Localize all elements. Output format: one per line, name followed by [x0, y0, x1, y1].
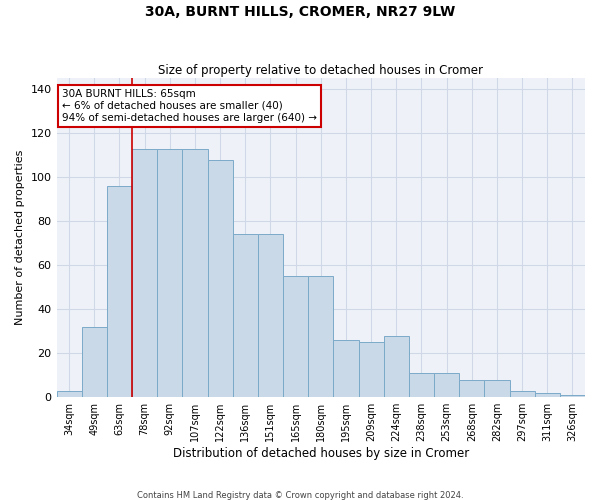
Bar — [308, 276, 334, 397]
Bar — [560, 395, 585, 397]
Y-axis label: Number of detached properties: Number of detached properties — [15, 150, 25, 326]
Bar — [157, 148, 182, 397]
Bar — [383, 336, 409, 397]
Bar — [283, 276, 308, 397]
X-axis label: Distribution of detached houses by size in Cromer: Distribution of detached houses by size … — [173, 447, 469, 460]
Bar — [258, 234, 283, 397]
Text: 30A BURNT HILLS: 65sqm
← 6% of detached houses are smaller (40)
94% of semi-deta: 30A BURNT HILLS: 65sqm ← 6% of detached … — [62, 90, 317, 122]
Bar — [233, 234, 258, 397]
Bar — [56, 390, 82, 397]
Bar — [359, 342, 383, 397]
Bar — [82, 327, 107, 397]
Bar — [535, 393, 560, 397]
Title: Size of property relative to detached houses in Cromer: Size of property relative to detached ho… — [158, 64, 483, 77]
Bar — [132, 148, 157, 397]
Bar — [509, 390, 535, 397]
Bar — [459, 380, 484, 397]
Bar — [334, 340, 359, 397]
Text: Contains HM Land Registry data © Crown copyright and database right 2024.: Contains HM Land Registry data © Crown c… — [137, 490, 463, 500]
Bar — [484, 380, 509, 397]
Bar — [208, 160, 233, 397]
Bar — [434, 373, 459, 397]
Text: 30A, BURNT HILLS, CROMER, NR27 9LW: 30A, BURNT HILLS, CROMER, NR27 9LW — [145, 5, 455, 19]
Bar — [182, 148, 208, 397]
Bar — [107, 186, 132, 397]
Bar — [409, 373, 434, 397]
